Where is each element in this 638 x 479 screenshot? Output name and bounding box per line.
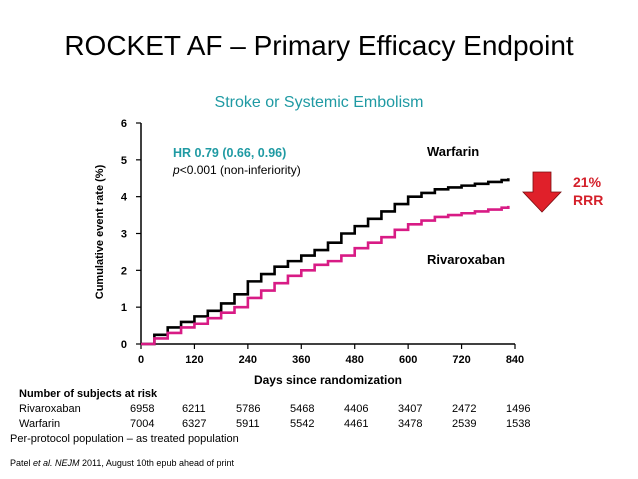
risk-cell: 6327: [182, 418, 207, 430]
citation-journal: NEJM: [55, 458, 80, 468]
risk-cell: 5468: [290, 403, 315, 415]
risk-cell: 6211: [182, 403, 206, 415]
p-value-label: p<0.001 (non-inferiority): [173, 163, 301, 177]
risk-cell: 6958: [130, 403, 155, 415]
citation: Patel et al. NEJM 2011, August 10th epub…: [10, 458, 234, 468]
x-tick-label: 0: [138, 354, 144, 366]
x-tick-label: 360: [292, 354, 310, 366]
risk-cell: 4461: [344, 418, 369, 430]
x-tick-label: 120: [185, 354, 203, 366]
population-footnote: Per-protocol population – as treated pop…: [10, 433, 239, 445]
chart-title: Stroke or Systemic Embolism: [214, 94, 424, 111]
y-tick-label: 4: [121, 192, 128, 204]
x-axis-label: Days since randomization: [253, 373, 403, 387]
y-tick-label: 3: [121, 229, 127, 241]
risk-row-label: Rivaroxaban: [19, 403, 81, 415]
rivaroxaban-series-label: Rivaroxaban: [427, 252, 506, 267]
y-axis-label: Cumulative event rate (%): [94, 164, 106, 300]
x-tick-label: 480: [346, 354, 364, 366]
slide-title: ROCKET AF – Primary Efficacy Endpoint: [64, 30, 574, 61]
rrr-arrow-icon: [522, 171, 562, 213]
x-tick-label: 720: [452, 354, 470, 366]
citation-author: Patel: [10, 458, 34, 468]
citation-etal: et al.: [33, 458, 56, 468]
x-tick-label: 840: [506, 354, 524, 366]
chart-series: [141, 178, 510, 346]
hazard-ratio-label: HR 0.79 (0.66, 0.96): [173, 146, 287, 160]
risk-cell: 5542: [290, 418, 315, 430]
x-tick-label: 240: [239, 354, 257, 366]
risk-cell: 1538: [506, 418, 531, 430]
risk-cell: 5786: [236, 403, 261, 415]
risk-cell: 3478: [398, 418, 423, 430]
risk-cell: 2472: [452, 403, 477, 415]
y-tick-label: 1: [121, 302, 127, 314]
p-value-text: <0.001 (non-inferiority): [179, 163, 301, 177]
risk-cell: 3407: [398, 403, 423, 415]
risk-table-title: Number of subjects at risk: [19, 388, 158, 400]
p-symbol: p: [173, 163, 180, 177]
y-tick-label: 5: [121, 155, 127, 167]
rrr-percent: 21%: [573, 174, 602, 190]
risk-row-label: Warfarin: [19, 418, 61, 430]
risk-cell: 5911: [236, 418, 260, 430]
arrow-shape: [522, 171, 562, 213]
chart-ticks: 0 1 2 3 4 5 6 0 120 240 360 480 600 720 840: [121, 118, 524, 366]
x-tick-label: 600: [399, 354, 417, 366]
y-tick-label: 6: [121, 118, 127, 130]
risk-cell: 1496: [506, 403, 531, 415]
warfarin-series-label: Warfarin: [427, 144, 480, 159]
risk-cell: 7004: [130, 418, 155, 430]
y-tick-label: 2: [121, 265, 127, 277]
warfarin-curve: [141, 178, 510, 346]
y-tick-label: 0: [121, 339, 127, 351]
citation-rest: 2011, August 10th epub ahead of print: [79, 458, 234, 468]
risk-cell: 4406: [344, 403, 369, 415]
rrr-label: RRR: [573, 192, 604, 208]
risk-cell: 2539: [452, 418, 477, 430]
rivaroxaban-curve: [141, 205, 510, 346]
